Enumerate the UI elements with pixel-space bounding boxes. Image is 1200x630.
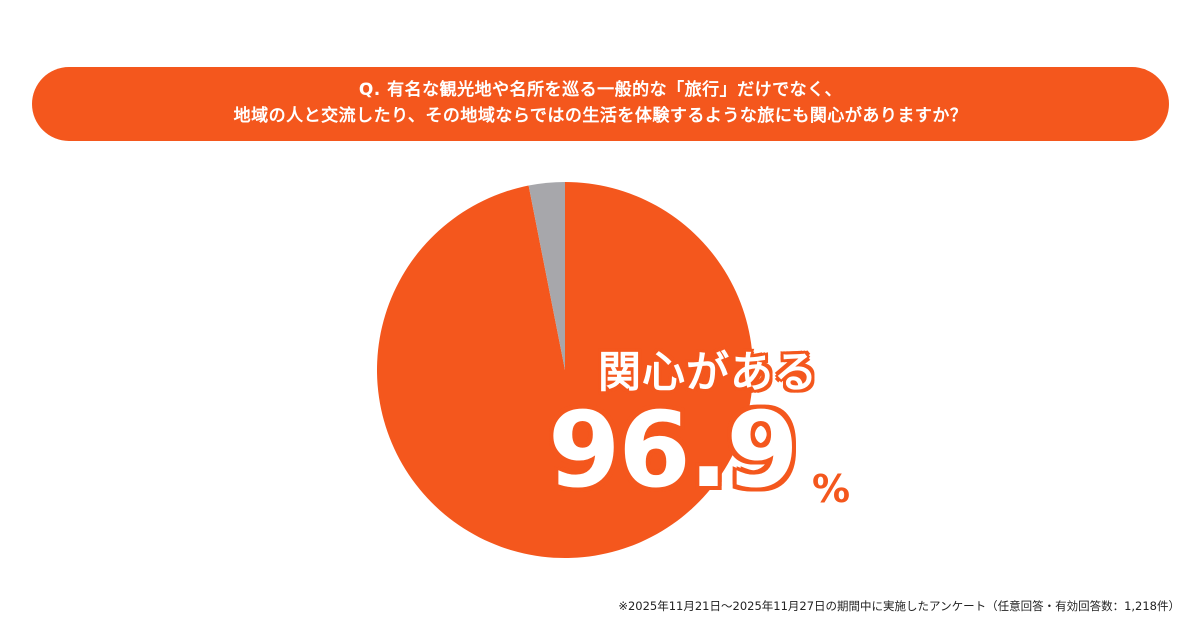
survey-footnote: ※2025年11月21日〜2025年11月27日の期間中に実施したアンケート（任… (618, 599, 1180, 613)
pie-highlight-value: 96.9 (548, 389, 799, 511)
pie-slice-1 (528, 182, 565, 370)
question-banner: Q. 有名な観光地や名所を巡る一般的な「旅行」だけでなく、 地域の人と交流したり… (32, 67, 1169, 141)
pie-highlight-unit: % (812, 467, 851, 511)
question-line-1: Q. 有名な観光地や名所を巡る一般的な「旅行」だけでなく、 (358, 80, 843, 100)
pie-highlight-label: 関心がある (598, 348, 818, 398)
question-line-2: 地域の人と交流したり、その地域ならではの生活を体験するような旅にも関心があります… (233, 106, 968, 126)
